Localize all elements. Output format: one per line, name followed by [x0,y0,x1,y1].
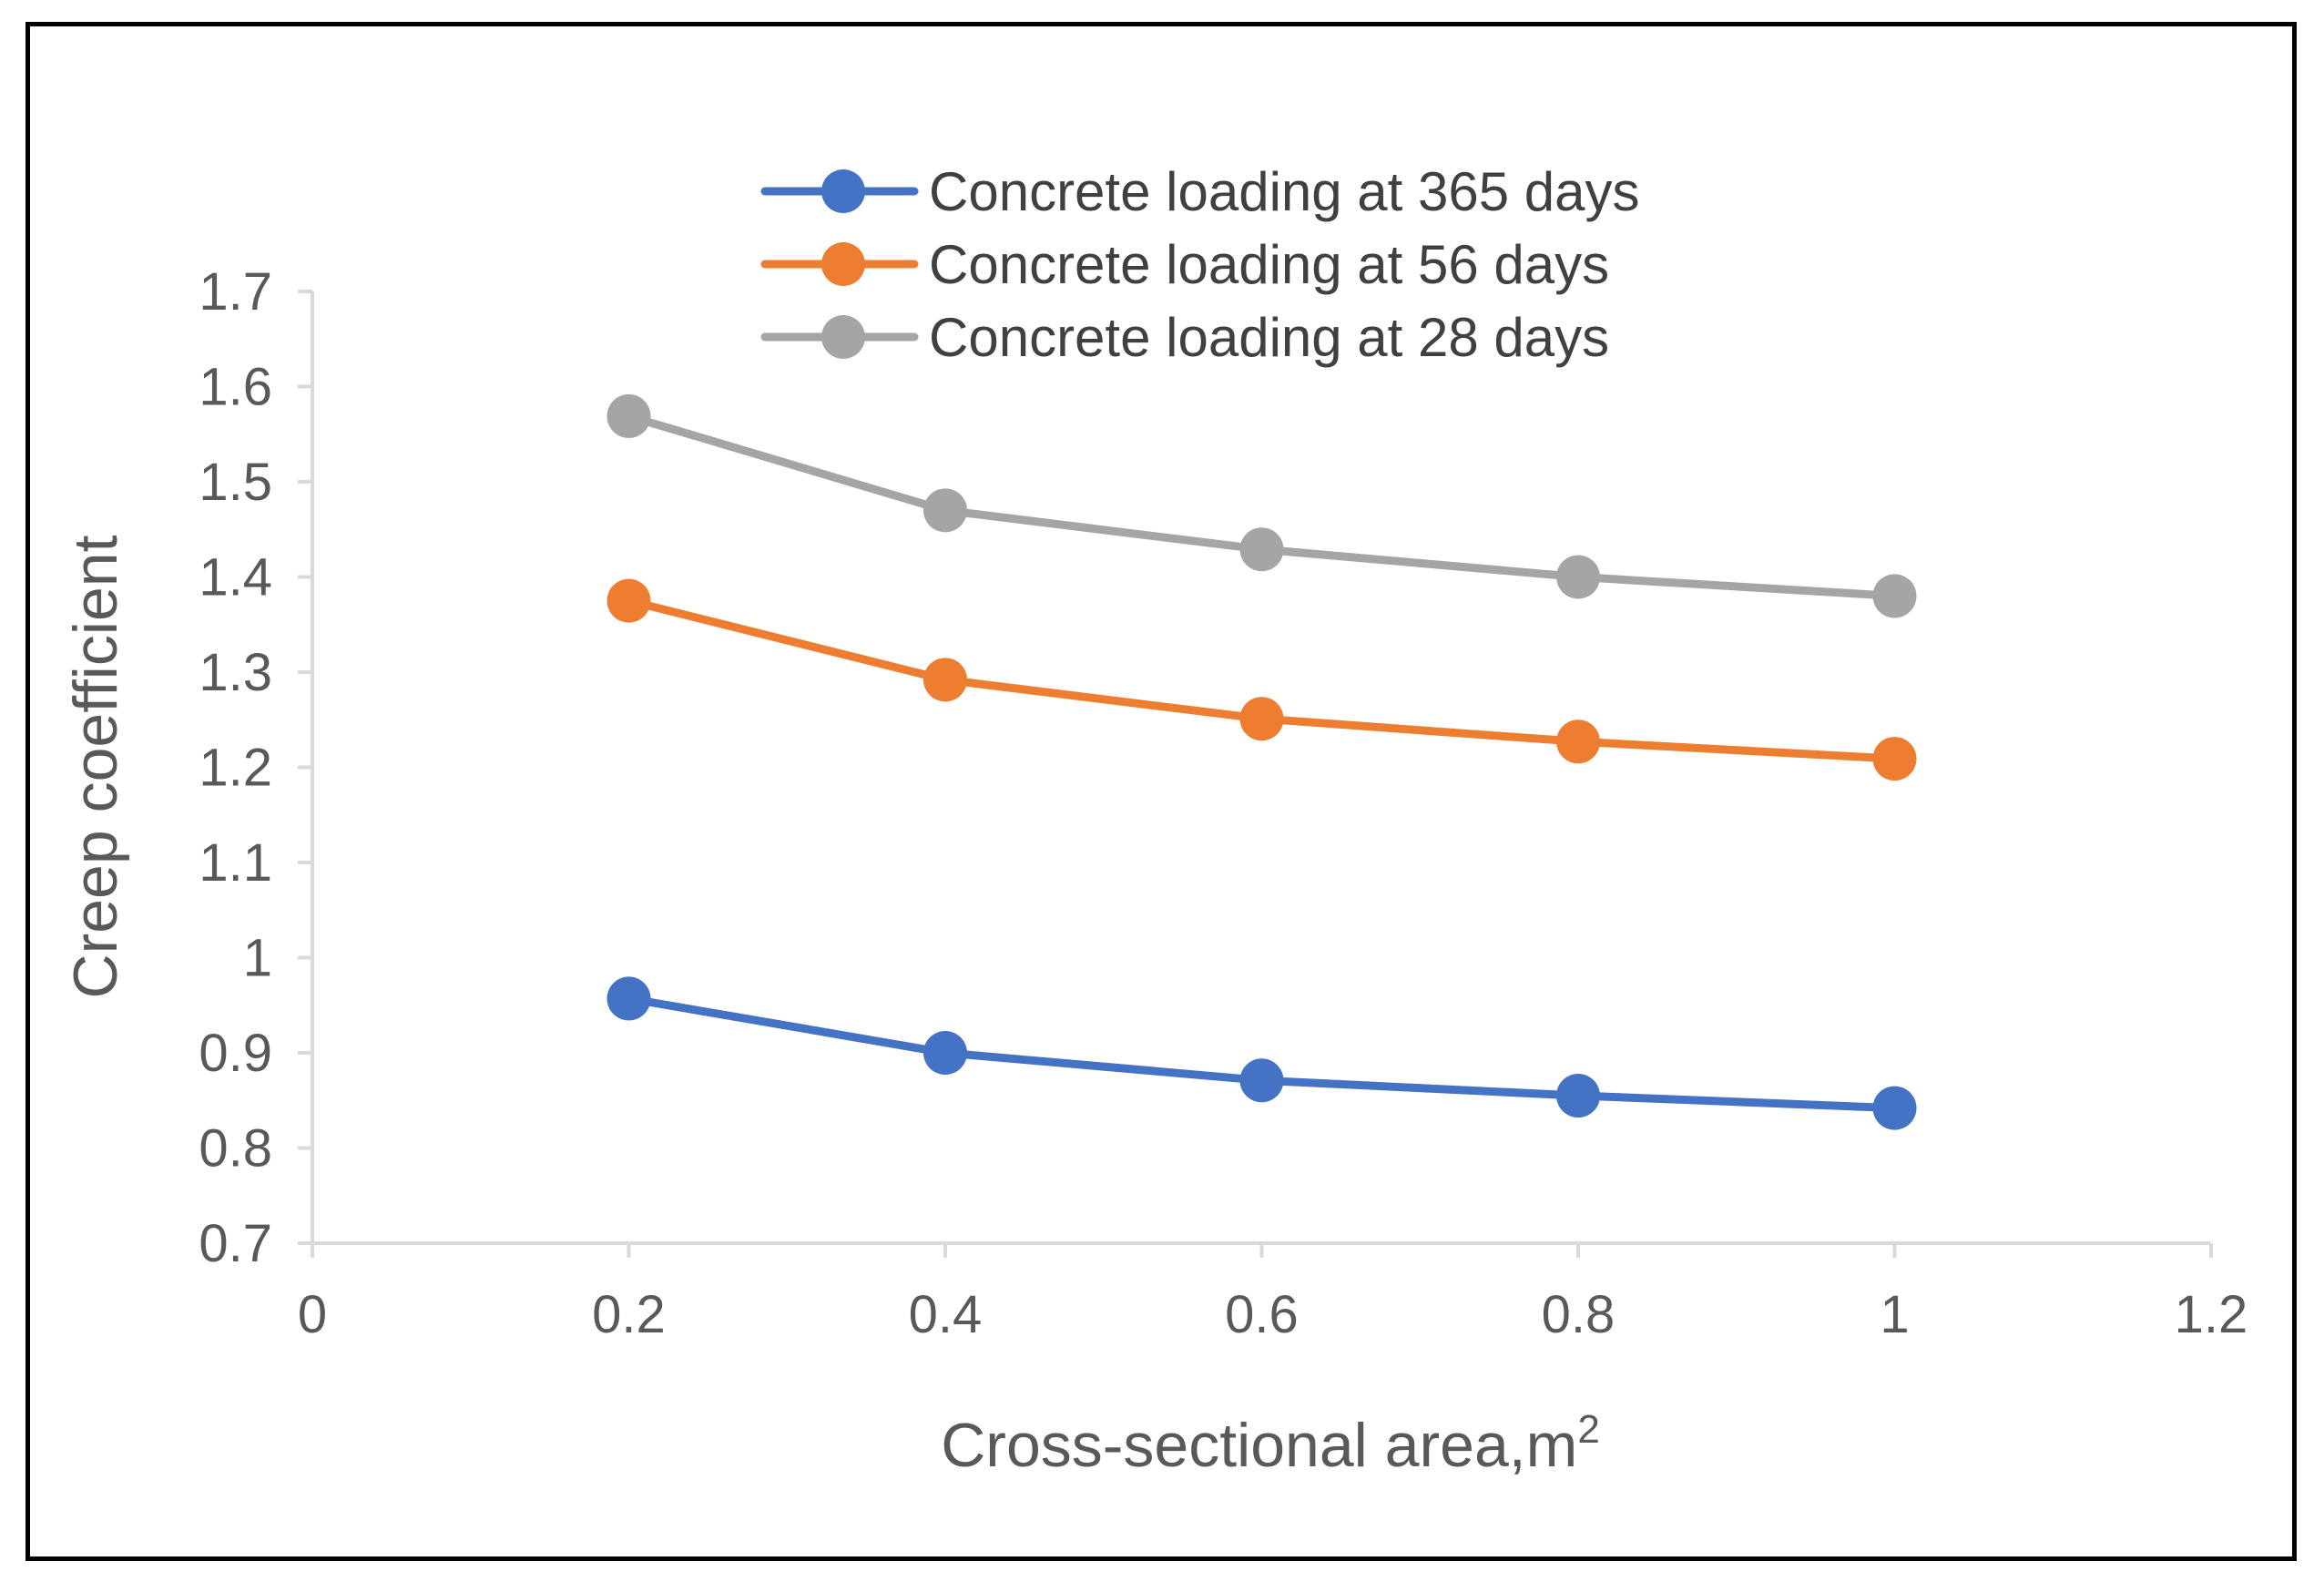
data-point [606,393,651,438]
y-axis-title: Creep coefficient [61,535,130,998]
data-point [923,1031,967,1075]
x-axis-title-text: Cross-sectional area,m [941,1411,1577,1480]
data-point [606,578,651,623]
x-tick-label: 0 [298,1285,327,1344]
x-tick-label: 1.2 [2175,1285,2248,1344]
series-1 [606,578,1917,781]
y-tick-label: 1.2 [199,739,272,798]
y-tick-label: 1 [243,929,272,988]
data-point [1872,737,1917,781]
data-point [1239,697,1284,741]
legend-label: Concrete loading at 365 days [929,161,1640,222]
y-tick-label: 0.7 [199,1214,272,1273]
legend-item: Concrete loading at 56 days [760,234,1609,295]
x-tick-label: 0.8 [1542,1285,1616,1344]
data-point [1556,1074,1600,1118]
y-tick-label: 0.8 [199,1119,272,1179]
y-tick-label: 1.7 [199,262,272,321]
data-point [1872,574,1917,618]
legend-item: Concrete loading at 365 days [760,161,1640,222]
x-tick-label: 0.2 [592,1285,666,1344]
legend-label: Concrete loading at 56 days [929,234,1609,295]
x-tick-label: 1 [1880,1285,1909,1344]
data-point [1239,527,1284,572]
axis-titles: Cross-sectional area,m2 Creep coefficien… [61,535,1600,1480]
data-point [1872,1086,1917,1130]
legend-item: Concrete loading at 28 days [760,307,1609,368]
series-2 [606,393,1917,618]
x-axis-title-superscript: 2 [1577,1407,1599,1452]
data-point [606,976,651,1021]
y-tick-label: 1.4 [199,548,272,607]
data-point [923,658,967,702]
y-tick-label: 1.6 [199,358,272,417]
y-tick-label: 1.3 [199,643,272,702]
legend-marker [821,169,865,213]
data-point [1239,1058,1284,1103]
x-axis-title: Cross-sectional area,m2 [941,1407,1600,1480]
legend: Concrete loading at 365 days Concrete loa… [760,161,1640,368]
y-tick-label: 0.9 [199,1024,272,1083]
legend-marker [821,315,865,359]
series-layer [606,393,1917,1130]
series-0 [606,976,1917,1130]
x-tick-label: 0.6 [1225,1285,1299,1344]
data-point [1556,719,1600,764]
y-tick-label: 1.1 [199,833,272,893]
legend-label: Concrete loading at 28 days [929,307,1609,368]
data-point [923,488,967,533]
chart-frame [25,22,2297,1561]
legend-marker [821,242,865,286]
y-tick-label: 1.5 [199,453,272,512]
data-point [1556,555,1600,599]
x-tick-label: 0.4 [909,1285,983,1344]
axes: 0.7 0.8 0.9 1 1.1 1.2 1.3 1.4 1.5 1.6 1.7 0 0.2 0.4 0.… [199,262,2248,1344]
